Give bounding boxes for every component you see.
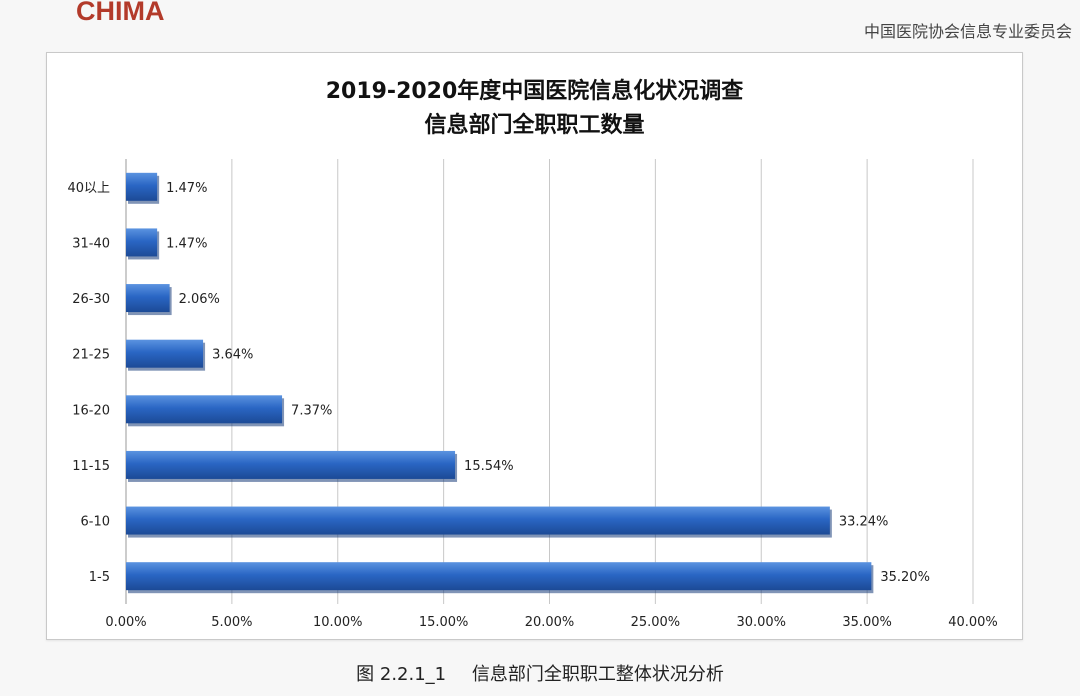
category-label: 21-25 bbox=[72, 348, 110, 363]
bar-chart: 0.00% 5.00% 10.00% 15.00% 20.00% 25.00% 30.00%… bbox=[67, 159, 998, 630]
bar bbox=[126, 395, 283, 424]
chart-frame: 2019-2020年度中国医院信息化状况调查 信息部门全职职工数量 0.00% 5… bbox=[46, 52, 1023, 640]
chima-logo: CHIMA bbox=[76, 0, 165, 26]
data-label: 2.06% bbox=[179, 292, 220, 307]
bar bbox=[126, 228, 158, 257]
data-label: 1.47% bbox=[166, 181, 207, 196]
category-label: 40以上 bbox=[67, 181, 110, 196]
bar bbox=[126, 339, 204, 368]
data-label: 3.64% bbox=[212, 348, 253, 363]
category-label: 31-40 bbox=[72, 236, 110, 251]
x-tick-label: 30.00% bbox=[736, 615, 786, 630]
category-label: 6-10 bbox=[80, 515, 110, 530]
x-tick-label: 20.00% bbox=[525, 615, 575, 630]
x-tick-label: 40.00% bbox=[948, 615, 998, 630]
bar bbox=[126, 450, 456, 479]
category-label: 26-30 bbox=[72, 292, 110, 307]
data-label: 7.37% bbox=[291, 403, 332, 418]
data-label: 35.20% bbox=[880, 570, 930, 585]
category-label: 16-20 bbox=[72, 403, 110, 418]
data-label: 1.47% bbox=[166, 236, 207, 251]
bar bbox=[126, 284, 170, 313]
figure-number: 图 2.2.1_1 bbox=[356, 664, 447, 685]
x-tick-label: 0.00% bbox=[105, 615, 146, 630]
x-tick-label: 10.00% bbox=[313, 615, 363, 630]
chart-title: 2019-2020年度中国医院信息化状况调查 bbox=[325, 79, 744, 104]
figure-caption: 图 2.2.1_1 信息部门全职职工整体状况分析 bbox=[0, 660, 1080, 686]
x-tick-label: 35.00% bbox=[842, 615, 892, 630]
bar bbox=[126, 562, 872, 591]
x-tick-label: 25.00% bbox=[631, 615, 681, 630]
data-label: 33.24% bbox=[839, 515, 889, 530]
organization-name: 中国医院协会信息专业委员会 bbox=[863, 22, 1072, 41]
category-label: 1-5 bbox=[89, 570, 110, 585]
x-tick-label: 5.00% bbox=[211, 615, 252, 630]
data-label: 15.54% bbox=[464, 459, 514, 474]
chart-subtitle: 信息部门全职职工数量 bbox=[424, 113, 645, 138]
figure-caption-text: 信息部门全职职工整体状况分析 bbox=[471, 664, 724, 685]
category-label: 11-15 bbox=[72, 459, 110, 474]
x-tick-label: 15.00% bbox=[419, 615, 469, 630]
bar bbox=[126, 506, 830, 535]
bar bbox=[126, 172, 158, 201]
